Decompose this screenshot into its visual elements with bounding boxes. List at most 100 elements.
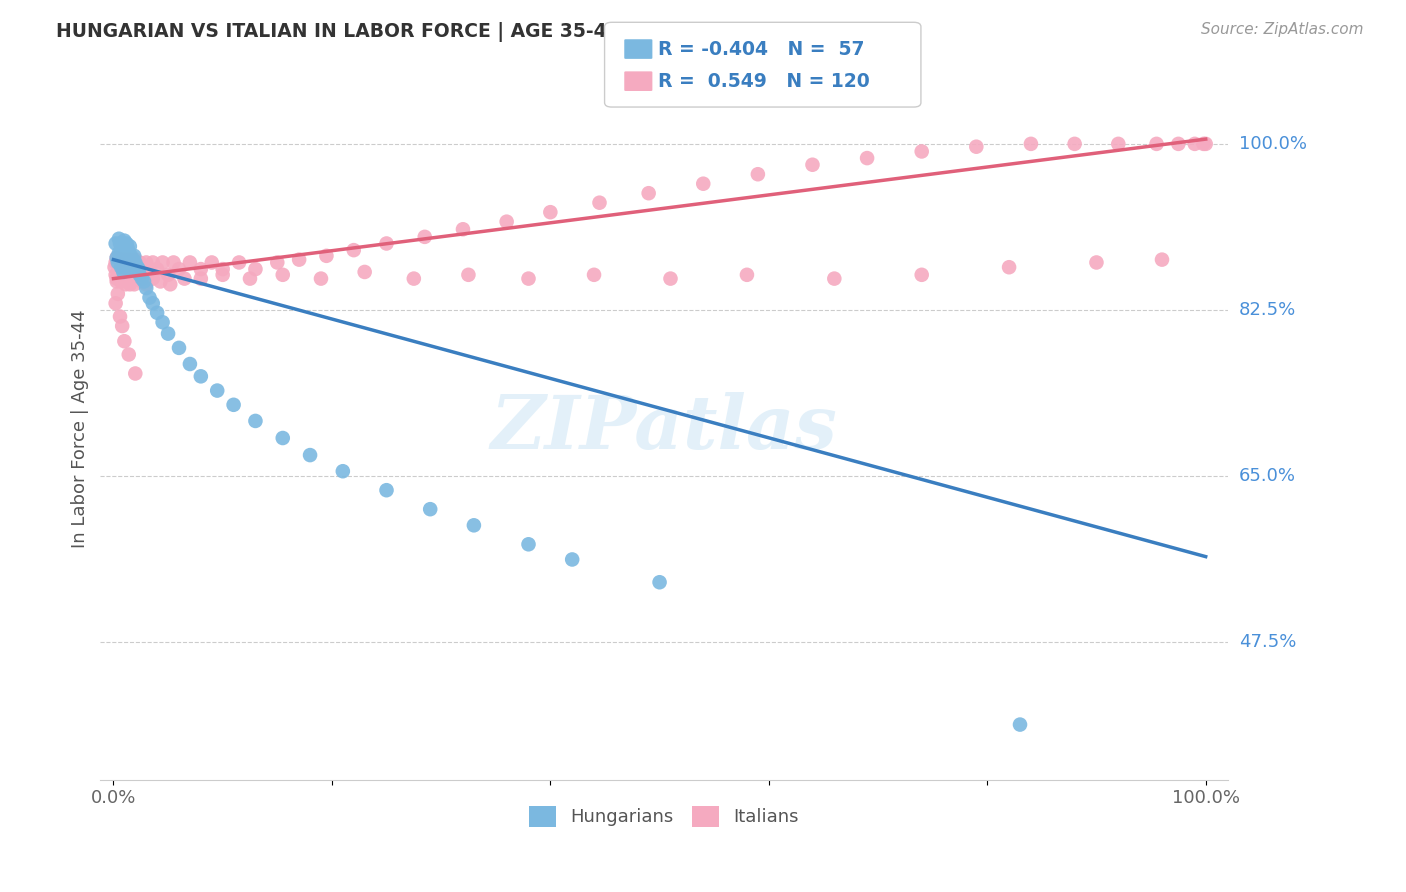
Point [112,268,135,282]
Point [107,286,129,301]
Point [108,252,131,267]
Point [112,234,135,248]
Point [157,268,180,282]
Text: 65.0%: 65.0% [1239,467,1296,485]
Point [211,262,233,277]
Point [343,243,366,257]
Point [856,151,879,165]
Point [1184,136,1206,151]
Point [112,334,135,349]
Point [128,271,150,285]
Point [190,262,212,277]
Point [103,260,125,275]
Point [517,537,540,551]
Point [121,260,143,275]
Point [190,369,212,384]
Point [1195,136,1218,151]
Point [142,296,165,310]
Point [561,552,583,566]
Point [115,252,138,267]
Point [332,464,354,478]
Text: ZIPatlas: ZIPatlas [491,392,838,465]
Point [105,251,128,265]
Point [104,236,127,251]
Point [288,252,311,267]
Point [115,268,138,282]
Point [152,255,174,269]
Point [104,255,127,269]
Point [138,291,160,305]
Point [135,281,157,295]
Point [124,255,146,269]
Point [131,271,153,285]
Point [121,262,143,277]
Point [110,252,132,267]
Point [118,277,141,292]
Point [583,268,606,282]
Point [118,347,141,361]
Point [111,255,134,269]
Point [114,243,136,257]
Point [117,255,139,269]
Point [111,236,134,251]
Point [132,262,155,277]
Point [162,255,184,269]
Point [135,277,157,292]
Point [115,236,138,251]
Point [146,306,169,320]
Point [245,262,267,277]
Point [112,265,135,279]
Point [117,252,139,267]
Point [112,268,135,282]
Point [125,265,148,279]
Point [179,255,201,269]
Point [495,215,517,229]
Point [315,249,337,263]
Point [271,268,294,282]
Point [117,269,139,284]
Point [1107,136,1129,151]
Point [271,431,294,445]
Point [114,277,136,292]
Point [110,243,132,257]
Point [132,275,155,289]
Point [110,275,132,289]
Point [111,269,134,284]
Point [121,271,143,285]
Point [413,230,436,244]
Text: 47.5%: 47.5% [1239,633,1296,651]
Text: Source: ZipAtlas.com: Source: ZipAtlas.com [1201,22,1364,37]
Point [266,255,288,269]
Point [419,502,441,516]
Point [114,260,136,275]
Point [375,483,398,498]
Point [463,518,485,533]
Point [112,255,135,269]
Point [112,271,135,285]
Legend: Hungarians, Italians: Hungarians, Italians [522,798,806,834]
Point [637,186,659,201]
Point [129,268,152,282]
Point [205,384,228,398]
Point [124,252,146,267]
Point [149,275,172,289]
Point [108,246,131,260]
Point [823,271,845,285]
Point [135,255,157,269]
Point [167,341,190,355]
Point [1146,136,1168,151]
Point [167,262,190,277]
Point [128,262,150,277]
Point [1063,136,1085,151]
Point [157,326,180,341]
Point [402,271,425,285]
Point [538,205,561,219]
Point [245,414,267,428]
Point [173,271,195,285]
Point [108,269,131,284]
Point [108,268,131,282]
Point [115,255,138,269]
Point [588,195,610,210]
Point [108,232,131,246]
Point [911,145,934,159]
